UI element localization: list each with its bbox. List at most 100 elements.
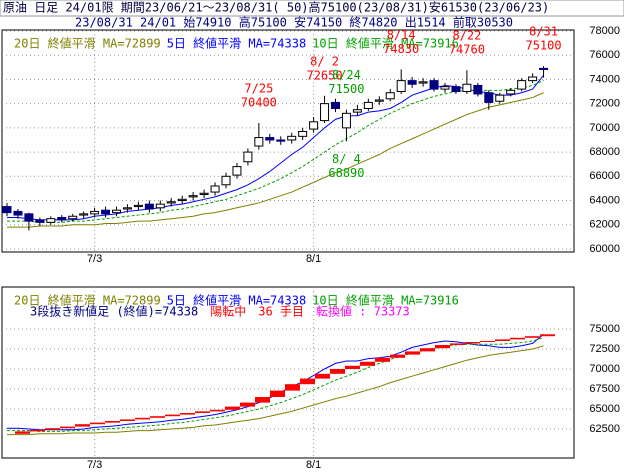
brick: [45, 428, 60, 430]
annotation-date: 8/ 2: [310, 54, 339, 68]
brick: [525, 336, 540, 338]
candle-body: [166, 201, 176, 204]
brick: [225, 406, 240, 410]
candle-body: [57, 216, 67, 221]
brick: [420, 348, 435, 352]
annotation-date: 8/22: [452, 29, 481, 43]
candle-body: [506, 89, 516, 95]
brick: [300, 378, 315, 385]
brick: [195, 411, 210, 413]
candle-body: [68, 215, 78, 220]
candle-body: [199, 192, 209, 195]
legend-entry: 5日 終値平滑 MA=74338: [167, 293, 306, 308]
candle-body: [46, 218, 56, 223]
brick: [540, 334, 555, 337]
brick: [120, 419, 135, 421]
y-tick-label: 76000: [589, 49, 620, 61]
y-tick-label: 67500: [589, 383, 620, 395]
brick: [435, 345, 450, 349]
brick: [360, 361, 375, 366]
y-tick-label: 72500: [589, 343, 620, 355]
candle-body: [210, 185, 220, 193]
y-tick-label: 60000: [589, 243, 620, 255]
candle-body: [331, 101, 340, 109]
brick: [495, 339, 510, 341]
candle-body: [462, 83, 472, 93]
candle-body: [528, 76, 538, 82]
brick: [405, 351, 420, 355]
y-tick-label: 72000: [589, 98, 620, 110]
candle-body: [101, 209, 111, 215]
annotation-value: 68890: [328, 166, 364, 180]
brick: [450, 343, 465, 345]
candle-body: [254, 137, 264, 147]
candle-body: [2, 206, 12, 214]
legend-entry: 10日 終値平滑 MA=73916: [312, 293, 459, 308]
brick: [255, 397, 270, 403]
y-tick-label: 62000: [589, 219, 620, 231]
annotation-value: 74830: [383, 42, 419, 56]
x-tick-label: 7/3: [87, 459, 102, 471]
brick: [15, 431, 30, 434]
candle-body: [287, 135, 297, 141]
candle-body: [112, 209, 121, 214]
candle-body: [451, 86, 461, 93]
candle-body: [539, 67, 549, 70]
x-tick-label: 8/1: [306, 459, 321, 471]
candle-body: [495, 94, 505, 102]
x-tick-label: 7/3: [87, 253, 102, 265]
annotation-value: 75100: [525, 39, 561, 53]
header-box: [0, 0, 624, 17]
y-tick-label: 74000: [589, 73, 620, 85]
candle-body: [517, 80, 527, 90]
brick: [465, 342, 480, 344]
brick: [105, 421, 120, 423]
plot-frame: [1, 29, 575, 253]
candle-body: [243, 151, 253, 163]
x-tick-label: 8/1: [306, 253, 321, 265]
y-tick-label: 78000: [589, 25, 620, 37]
candle-body: [352, 109, 362, 113]
y-tick-label: 62500: [589, 423, 620, 435]
candle-body: [429, 80, 439, 90]
brick: [135, 417, 150, 420]
brick: [210, 409, 225, 412]
ma-line: [7, 337, 544, 432]
brick: [480, 341, 495, 343]
annotation-value: 74760: [449, 43, 485, 57]
candle-body: [177, 198, 187, 202]
brick: [270, 390, 285, 397]
brick: [30, 429, 45, 432]
status-text: 3段抜き新値足 (終値)=74338: [30, 304, 198, 319]
annotation-date: 8/14: [387, 28, 416, 42]
ma-line: [7, 92, 544, 228]
candle-body: [188, 195, 198, 198]
status-text: 陽転中: [210, 304, 246, 319]
candle-body: [232, 166, 242, 176]
legend-entry: 20日 終値平滑 MA=72899: [14, 293, 161, 308]
candle-body: [473, 84, 483, 95]
brick: [75, 424, 90, 427]
candle-body: [122, 207, 132, 210]
y-tick-label: 70000: [589, 363, 620, 375]
candle-body: [320, 103, 330, 122]
brick: [375, 357, 390, 362]
header-line1: 原油 日足 24/01限 期間23/06/21～23/08/31( 50)高75…: [3, 0, 549, 15]
legend-entry: 20日 終値平滑 MA=72899: [14, 36, 161, 51]
candle-body: [24, 213, 34, 222]
y-tick-label: 64000: [589, 194, 620, 206]
candle-body: [418, 81, 428, 84]
candle-body: [35, 219, 45, 223]
candle-body: [407, 80, 417, 85]
y-tick-label: 65000: [589, 403, 620, 415]
y-tick-label: 75000: [589, 323, 620, 335]
annotation-value: 70400: [241, 96, 277, 110]
candle-body: [90, 210, 100, 215]
annotation-value: 72650: [306, 68, 342, 82]
candle-body: [13, 210, 23, 216]
y-tick-label: 66000: [589, 170, 620, 182]
brick: [240, 402, 255, 407]
legend-entry: 10日 終値平滑 MA=73916: [312, 36, 459, 51]
